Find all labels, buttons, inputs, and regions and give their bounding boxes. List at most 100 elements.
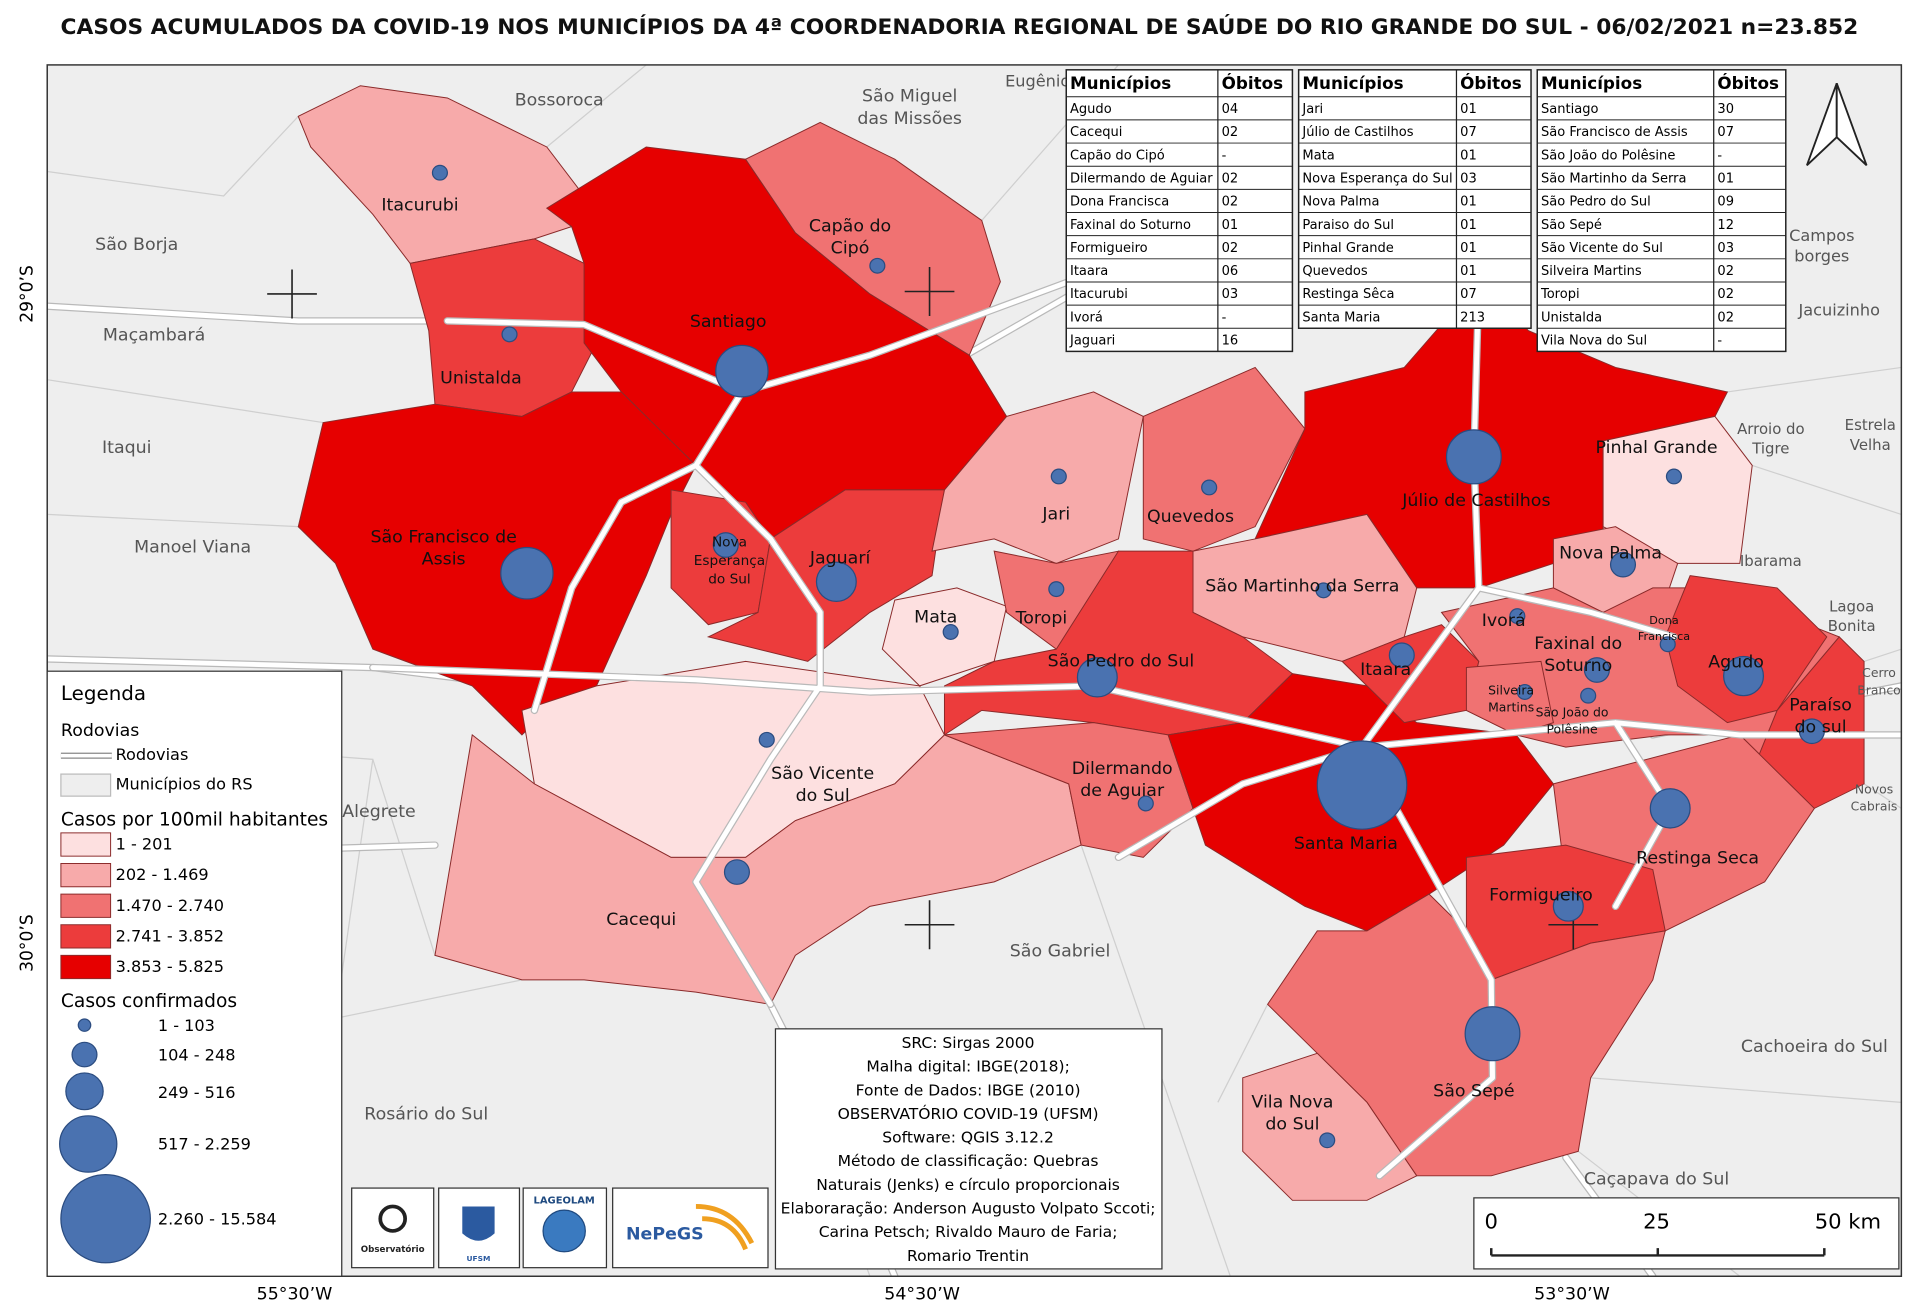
logo-text: LAGEOLAM xyxy=(534,1195,595,1206)
table-cell: - xyxy=(1222,148,1227,163)
table-cell: Dona Francisca xyxy=(1070,195,1169,210)
legend-item-label: 202 - 1.469 xyxy=(116,865,209,884)
neighbor-label: borges xyxy=(1794,247,1849,266)
legend-item-label: 2.260 - 15.584 xyxy=(158,1209,277,1228)
municipality-label: Jari xyxy=(1041,504,1070,524)
case-size-swatch xyxy=(59,1115,118,1173)
table-cell: Toropi xyxy=(1540,287,1580,302)
neighbor-label: Eugênio xyxy=(1005,72,1070,91)
neighbor-label: Tigre xyxy=(1751,441,1789,458)
credits-box xyxy=(774,1028,1163,1270)
table-cell: Formigueiro xyxy=(1070,241,1148,256)
table-cell: 02 xyxy=(1222,241,1239,256)
table-cell: São João do Polêsine xyxy=(1541,148,1675,163)
case-bubble xyxy=(501,326,518,343)
municipality-area xyxy=(1142,366,1306,552)
table-header: Óbitos xyxy=(1460,74,1522,93)
logo-box xyxy=(351,1187,435,1269)
municipality-label: Pinhal Grande xyxy=(1596,438,1718,458)
table-cell: Mata xyxy=(1302,148,1334,163)
table-cell: 01 xyxy=(1460,264,1477,279)
table-cell: Santa Maria xyxy=(1302,310,1380,325)
table-cell: 02 xyxy=(1717,310,1734,325)
municipality-label: Santiago xyxy=(690,312,767,332)
legend-item-label: 1 - 201 xyxy=(116,835,173,854)
municipality-label: São Francisco de xyxy=(370,528,516,548)
scale-label: 25 xyxy=(1643,1209,1670,1233)
municipality-label: Dona xyxy=(1649,614,1678,627)
municipality-label: Cacequi xyxy=(606,910,676,930)
municipality-label: Esperança xyxy=(694,553,765,569)
case-bubble xyxy=(1464,1006,1521,1062)
case-bubble xyxy=(1137,795,1154,812)
table-cell: 02 xyxy=(1222,125,1239,140)
neighbor-label: Maçambará xyxy=(103,326,205,346)
legend-item-label: 1 - 103 xyxy=(158,1016,215,1035)
case-bubble xyxy=(1583,657,1610,683)
table-cell: São Pedro do Sul xyxy=(1541,195,1651,210)
municipality-area xyxy=(1242,1052,1418,1201)
rate-swatch xyxy=(60,954,112,980)
table-cell: 01 xyxy=(1222,218,1239,233)
municipality-label: de Aguiar xyxy=(1080,781,1165,801)
neighbor-label: Itaqui xyxy=(102,438,152,458)
table-cell: Restinga Sêca xyxy=(1302,287,1394,302)
rate-swatch xyxy=(60,832,112,857)
north-arrow-right xyxy=(1835,82,1868,167)
case-bubble xyxy=(1609,551,1637,578)
credit-line: Romario Trentin xyxy=(907,1247,1029,1265)
table-cell: - xyxy=(1222,310,1227,325)
municipality-label: Capão do xyxy=(809,217,891,237)
table-cell: - xyxy=(1717,334,1722,349)
table-cell: 06 xyxy=(1222,264,1239,279)
table-cell: Nova Esperança do Sul xyxy=(1302,172,1452,187)
municipality-label: Assis xyxy=(422,550,466,570)
municipality-label: Agudo xyxy=(1708,653,1764,673)
municipality-label: Martins xyxy=(1488,700,1534,714)
table-cell: 01 xyxy=(1460,195,1477,210)
legend-item-label: 3.853 - 5.825 xyxy=(116,957,224,976)
legend-title: Legenda xyxy=(61,682,146,705)
case-bubble xyxy=(1552,891,1584,922)
latitude-label: 29°0’S xyxy=(17,265,37,323)
case-bubble xyxy=(1050,468,1067,485)
case-bubble xyxy=(1316,740,1408,830)
table-cell: São Francisco de Assis xyxy=(1541,125,1688,140)
table-cell: 03 xyxy=(1222,287,1239,302)
case-bubble xyxy=(869,257,886,274)
neighbor-label: Bossoroca xyxy=(515,91,604,111)
case-bubbles xyxy=(431,164,1825,1149)
logo-icon xyxy=(462,1206,495,1241)
neighbor-label: Rosário do Sul xyxy=(364,1105,488,1125)
case-bubble xyxy=(1315,582,1332,599)
table-cell: Ivorá xyxy=(1070,310,1103,325)
table-cell: São Sepé xyxy=(1541,218,1602,233)
case-bubble xyxy=(1649,788,1691,829)
case-bubble xyxy=(1388,642,1415,669)
neighbor-label: São Miguel xyxy=(862,87,957,107)
neighbor-label: das Missões xyxy=(857,109,962,129)
rate-swatch xyxy=(60,863,112,888)
table-cell: Santiago xyxy=(1541,102,1599,117)
table-cell: - xyxy=(1717,148,1722,163)
table-cell: 03 xyxy=(1460,172,1477,187)
table-cell: 07 xyxy=(1460,125,1477,140)
table-cell: 30 xyxy=(1717,102,1734,117)
legend-item-label: 2.741 - 3.852 xyxy=(116,927,224,946)
legend-section-title: Casos confirmados xyxy=(61,991,237,1012)
table-cell: 01 xyxy=(1460,218,1477,233)
case-bubble xyxy=(1201,479,1218,496)
municipality-label: Nova Palma xyxy=(1559,544,1662,564)
death-tables: Municípios Óbitos Agudo 04 Cacequi 02 Capão do… xyxy=(1065,69,1787,353)
latitude-label: 30°0’S xyxy=(17,914,37,972)
case-bubble xyxy=(723,859,750,885)
neighbor-label: São Borja xyxy=(95,235,178,255)
municipality-label: Nova xyxy=(712,535,747,551)
case-size-swatch xyxy=(65,1072,104,1111)
table-box xyxy=(1297,69,1532,329)
municipality-area xyxy=(744,121,1001,356)
case-bubble xyxy=(1659,636,1676,653)
